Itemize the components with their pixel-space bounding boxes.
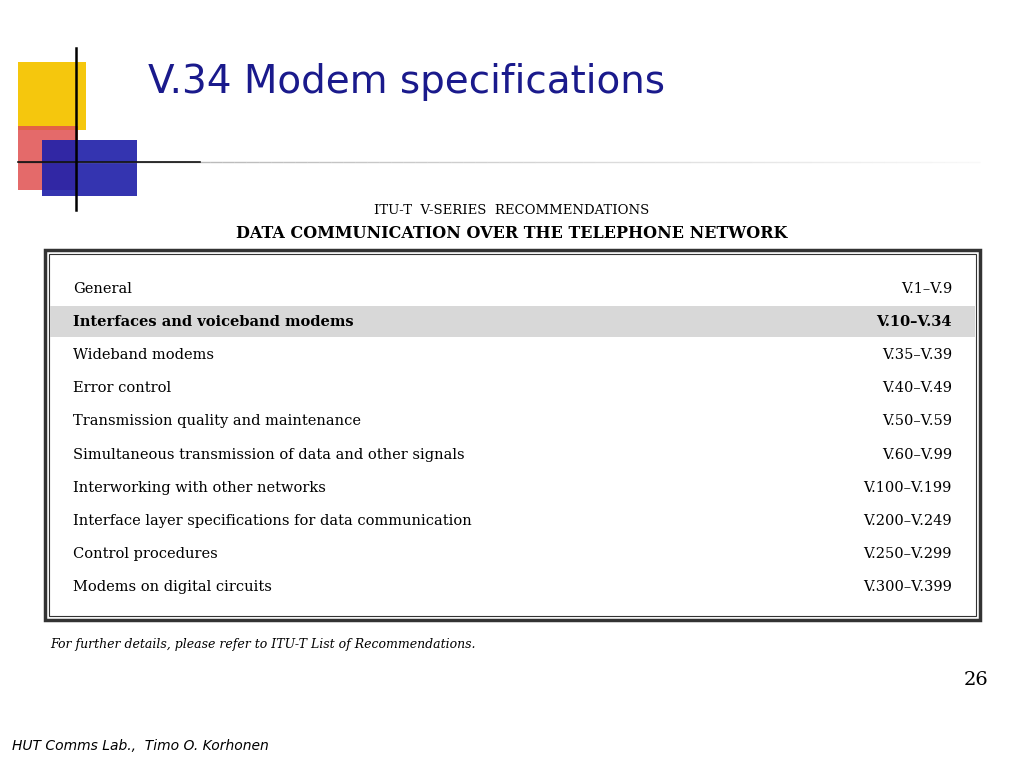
Text: Control procedures: Control procedures — [73, 547, 218, 561]
Text: V.10–V.34: V.10–V.34 — [877, 315, 952, 329]
Text: DATA COMMUNICATION OVER THE TELEPHONE NETWORK: DATA COMMUNICATION OVER THE TELEPHONE NE… — [237, 226, 787, 243]
Text: V.50–V.59: V.50–V.59 — [882, 415, 952, 429]
Text: ITU-T  V-SERIES  RECOMMENDATIONS: ITU-T V-SERIES RECOMMENDATIONS — [375, 204, 649, 217]
Text: Modems on digital circuits: Modems on digital circuits — [73, 581, 272, 594]
Text: V.300–V.399: V.300–V.399 — [863, 581, 952, 594]
Text: HUT Comms Lab.,  Timo O. Korhonen: HUT Comms Lab., Timo O. Korhonen — [12, 739, 268, 753]
Text: V.34 Modem specifications: V.34 Modem specifications — [148, 63, 665, 101]
Text: Interworking with other networks: Interworking with other networks — [73, 481, 326, 495]
Bar — [42, 140, 137, 196]
Text: General: General — [73, 282, 132, 296]
Text: For further details, please refer to ITU-T List of Recommendations.: For further details, please refer to ITU… — [50, 638, 475, 651]
Text: Error control: Error control — [73, 381, 171, 396]
Text: Simultaneous transmission of data and other signals: Simultaneous transmission of data and ot… — [73, 448, 465, 462]
Text: Interface layer specifications for data communication: Interface layer specifications for data … — [73, 514, 472, 528]
Text: V.200–V.249: V.200–V.249 — [863, 514, 952, 528]
Text: V.35–V.39: V.35–V.39 — [882, 348, 952, 362]
Bar — [18, 62, 86, 130]
Bar — [18, 126, 78, 190]
Bar — [50, 306, 975, 337]
Text: V.40–V.49: V.40–V.49 — [882, 381, 952, 396]
Bar — [45, 250, 980, 620]
Text: V.100–V.199: V.100–V.199 — [863, 481, 952, 495]
Text: V.1–V.9: V.1–V.9 — [901, 282, 952, 296]
Bar — [49, 254, 976, 616]
Text: V.250–V.299: V.250–V.299 — [863, 547, 952, 561]
Text: Transmission quality and maintenance: Transmission quality and maintenance — [73, 415, 361, 429]
Text: Interfaces and voiceband modems: Interfaces and voiceband modems — [73, 315, 353, 329]
Text: V.60–V.99: V.60–V.99 — [882, 448, 952, 462]
Text: Wideband modems: Wideband modems — [73, 348, 214, 362]
Text: 26: 26 — [964, 671, 988, 689]
